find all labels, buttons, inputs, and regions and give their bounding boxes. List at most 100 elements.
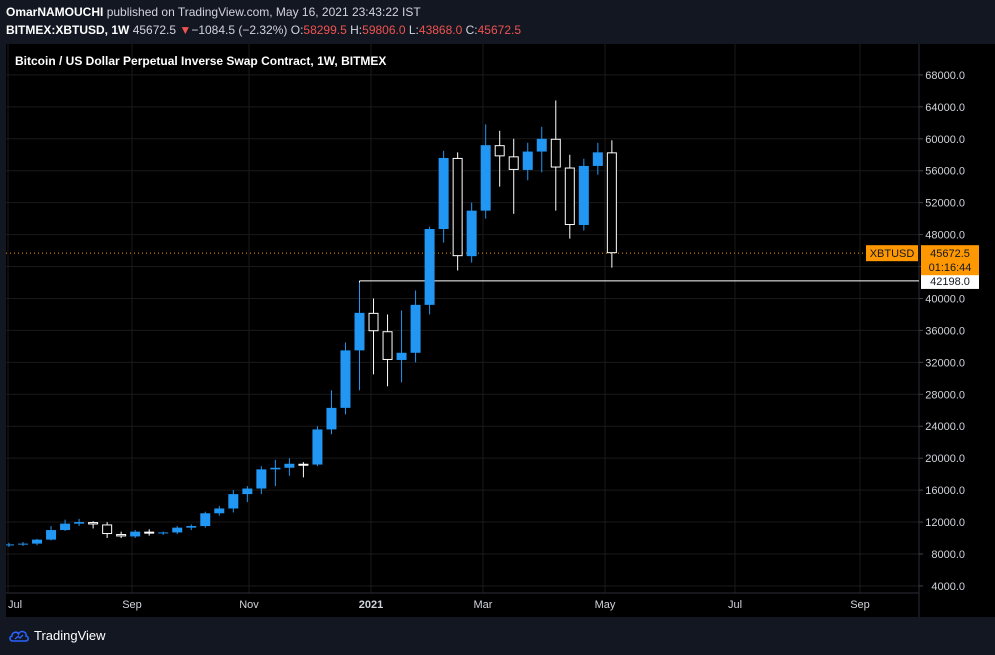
candle-body: [270, 467, 281, 470]
price-tick-label: 36000.0: [925, 325, 965, 337]
price-tick-label: 8000.0: [931, 549, 965, 561]
price-tick-label: 32000.0: [925, 357, 965, 369]
candle-up: [256, 466, 267, 495]
candle-body: [214, 508, 225, 514]
candle-body: [228, 494, 239, 509]
price-axis[interactable]: [919, 44, 995, 617]
time-tick-label: May: [595, 599, 616, 611]
chart-title: Bitcoin / US Dollar Perpetual Inverse Sw…: [15, 54, 386, 68]
horizontal-line-price-label: 42198.0: [930, 276, 970, 288]
candle-body: [242, 488, 253, 495]
candle-body: [32, 539, 43, 544]
candle-down: [564, 154, 575, 239]
candle-up: [158, 531, 169, 535]
price-tick-label: 12000.0: [925, 517, 965, 529]
candle-up: [424, 226, 435, 315]
candle-down: [508, 138, 519, 214]
bar-countdown: 01:16:44: [929, 262, 972, 274]
time-tick-label: Nov: [239, 599, 259, 611]
candle-up: [6, 542, 14, 547]
candle-up: [200, 511, 211, 528]
candle-body: [410, 304, 421, 353]
price-tick-label: 52000.0: [925, 198, 965, 210]
candle-body: [116, 534, 127, 537]
horizontal-line[interactable]: 42198.0: [359, 272, 980, 289]
candle-body: [312, 429, 323, 465]
candle-body: [382, 331, 393, 360]
candle-body: [200, 513, 211, 527]
price-tick-label: 56000.0: [925, 166, 965, 178]
candle-down: [550, 100, 561, 211]
candle-down: [102, 522, 113, 539]
candle-body: [494, 145, 505, 157]
candle-down: [88, 521, 99, 529]
candle-up: [312, 426, 323, 467]
candle-body: [284, 463, 295, 468]
last-price: 45672.5: [132, 23, 177, 37]
low-label: L:: [408, 23, 419, 37]
footer: TradingView: [0, 617, 995, 655]
candle-body: [354, 312, 365, 351]
candle-down: [368, 298, 379, 375]
candle-body: [452, 157, 463, 257]
candle-up: [130, 530, 141, 539]
candle-up: [46, 526, 57, 541]
candle-down: [494, 130, 505, 187]
publish-line: OmarNAMOUCHI published on TradingView.co…: [6, 3, 995, 21]
candlestick-chart[interactable]: Bitcoin / US Dollar Perpetual Inverse Sw…: [6, 44, 995, 617]
candle-body: [60, 523, 71, 531]
candle-body: [480, 145, 491, 211]
published-text: published on TradingView.com, May 16, 20…: [106, 5, 421, 19]
candle-body: [88, 522, 99, 525]
close-value: 45672.5: [477, 23, 522, 37]
candle-body: [74, 522, 85, 524]
candle-down: [382, 314, 393, 387]
tradingview-cloud-icon: [9, 630, 29, 642]
ohlc-line: BITMEX:XBTUSD, 1W 45672.5 ▼−1084.5 (−2.3…: [6, 21, 995, 39]
symbol-tag: XBTUSD: [870, 248, 915, 260]
candle-body: [158, 532, 169, 534]
time-tick-label: Jul: [728, 599, 742, 611]
candle-body: [256, 469, 267, 489]
candle-up: [74, 518, 85, 527]
horizontal-line-price-box: [921, 272, 979, 289]
low-value: 43868.0: [418, 23, 463, 37]
candle-up: [284, 458, 295, 476]
last-price-label: 45672.5: [930, 248, 970, 260]
open-label: O:: [290, 23, 304, 37]
candle-up: [228, 490, 239, 513]
candle-up: [396, 310, 407, 383]
candle-body: [550, 138, 561, 168]
candle-body: [466, 210, 477, 257]
candle-up: [214, 506, 225, 516]
candle-body: [592, 152, 603, 166]
symbol-tag-box: [866, 245, 918, 262]
change-down-icon: ▼: [179, 23, 192, 37]
candle-up: [186, 524, 197, 531]
candle-up: [60, 519, 71, 531]
candle-body: [508, 156, 519, 170]
candle-body: [606, 152, 617, 254]
candle-up: [578, 158, 589, 231]
price-tick-label: 24000.0: [925, 421, 965, 433]
candle-up: [340, 342, 351, 415]
candle-body: [186, 526, 197, 528]
time-tick-label: Mar: [474, 599, 493, 611]
price-tick-label: 40000.0: [925, 293, 965, 305]
time-tick-labels: Jul Sep Nov 2021 Mar May Jul Sep: [8, 599, 870, 611]
tradingview-logo[interactable]: TradingView: [8, 627, 106, 643]
candle-body: [340, 350, 351, 408]
candle-body: [144, 531, 155, 534]
author-name[interactable]: OmarNAMOUCHI: [6, 5, 104, 19]
candle-up: [592, 142, 603, 175]
candle-up: [354, 282, 365, 391]
price-tick-label: 16000.0: [925, 485, 965, 497]
price-tick-label: 28000.0: [925, 389, 965, 401]
symbol-label: BITMEX:XBTUSD, 1W: [6, 23, 130, 37]
time-tick-label: Sep: [122, 599, 142, 611]
chart-header: OmarNAMOUCHI published on TradingView.co…: [0, 0, 995, 44]
price-change: −1084.5 (−2.32%): [191, 23, 288, 37]
candle-up: [18, 542, 29, 547]
candle-body: [368, 312, 379, 332]
chart-area[interactable]: Bitcoin / US Dollar Perpetual Inverse Sw…: [6, 44, 995, 617]
